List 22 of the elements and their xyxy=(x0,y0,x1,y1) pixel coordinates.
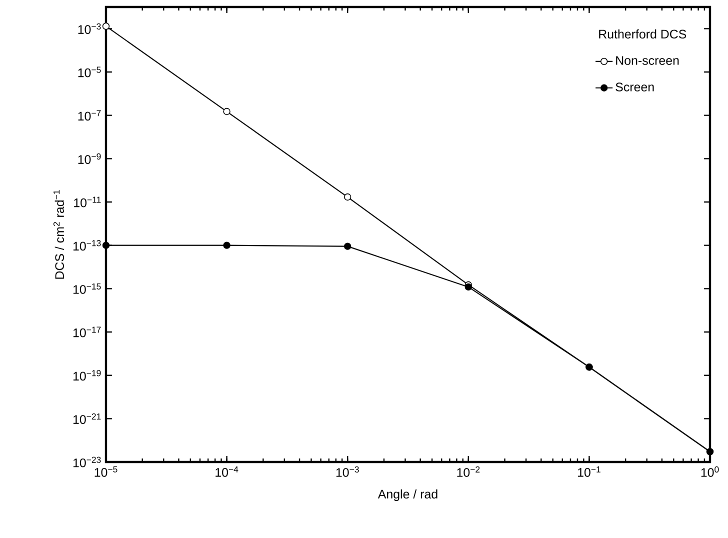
y-tick-label: 10$^{−21}$ xyxy=(73,413,101,424)
x-tick-label: 10$^{−5}$ xyxy=(94,466,118,477)
legend-label: Non-screen xyxy=(616,56,679,65)
legend-title: Rutherford DCS xyxy=(599,29,686,39)
x-tick-label: 10$^{−3}$ xyxy=(336,466,359,477)
y-tick-label: 10$^{−23}$ xyxy=(73,456,101,468)
y-tick-label: 10$^{−17}$ xyxy=(73,326,101,338)
x-axis-title: Angle / rad xyxy=(378,489,438,501)
y-tick-label: 10$^{−13}$ xyxy=(73,240,101,251)
y-tick-label: 10$^{−7}$ xyxy=(78,110,101,121)
y-tick-label: 10$^{−9}$ xyxy=(78,153,101,164)
y-tick-label: 10$^{−15}$ xyxy=(73,283,101,294)
x-tick-label: 10$^{−4}$ xyxy=(216,466,238,477)
y-tick-label: 10$^{−3}$ xyxy=(78,23,101,34)
x-tick-label: 10$^{−2}$ xyxy=(457,466,480,477)
x-tick-label: 10$^{−1}$ xyxy=(578,466,600,477)
x-tick-label: 10$^{0}$ xyxy=(701,466,719,477)
legend-label: Screen xyxy=(616,82,654,92)
y-axis-title: DCS / cm$^{2}$ rad$^{−1}$ xyxy=(53,190,64,279)
y-tick-label: 10$^{−11}$ xyxy=(74,196,101,208)
y-tick-label: 10$^{−5}$ xyxy=(78,66,101,78)
y-tick-label: 10$^{−19}$ xyxy=(73,370,101,381)
